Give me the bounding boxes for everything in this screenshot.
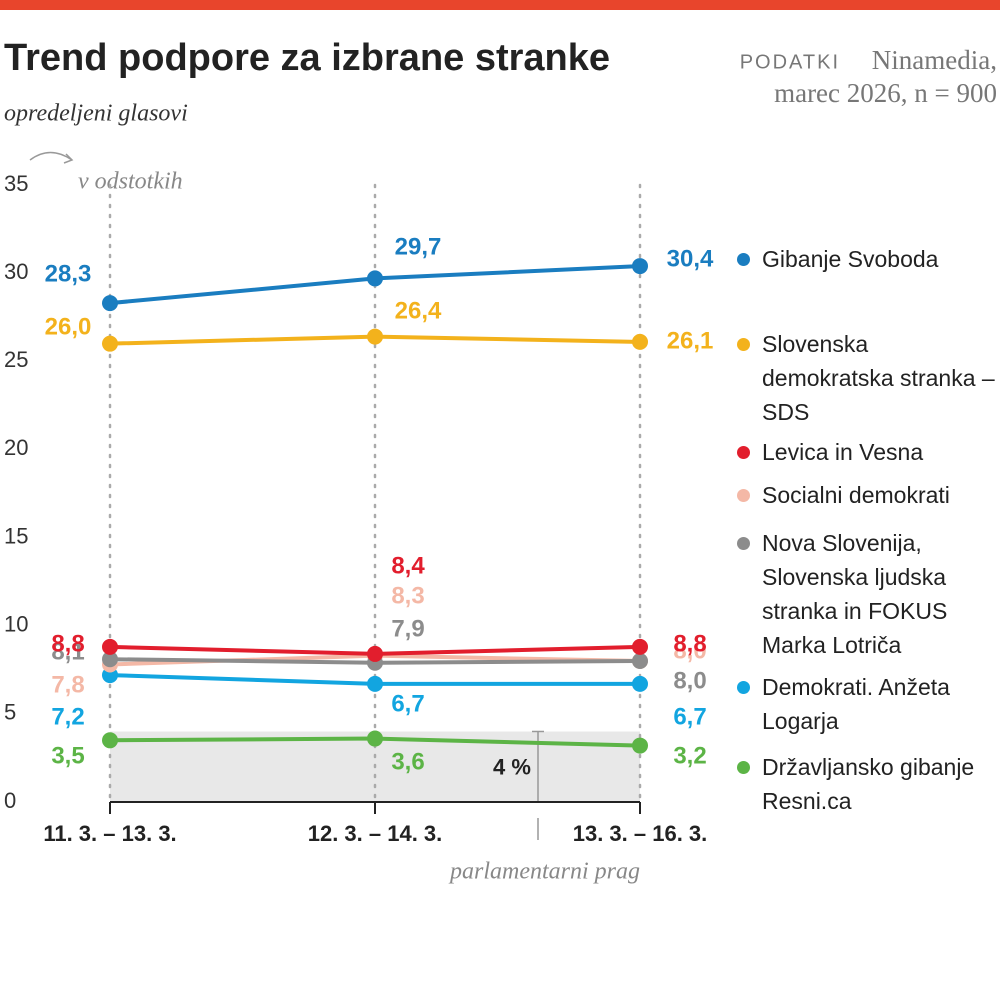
point: [367, 645, 383, 662]
value-label: 30,4: [667, 245, 714, 272]
top-bar: [0, 0, 1000, 10]
y-tick-label: 5: [4, 700, 16, 725]
y-tick-label: 15: [4, 523, 28, 548]
legend-label: Državljansko gibanje Resni.ca: [762, 754, 975, 814]
point: [102, 638, 118, 655]
x-tick-label: 11. 3. – 13. 3.: [43, 821, 176, 846]
value-label: 28,3: [45, 260, 92, 287]
unit-arrow: [29, 151, 73, 161]
value-label: 8,8: [51, 630, 84, 657]
point: [367, 675, 383, 692]
value-label: 8,4: [391, 552, 425, 579]
legend-swatch: [737, 446, 750, 459]
y-tick-label: 35: [4, 171, 28, 196]
value-label: 6,7: [673, 703, 706, 730]
y-tick-label: 0: [4, 788, 16, 813]
legend-entry: Državljansko gibanje Resni.ca: [737, 750, 997, 818]
value-label: 8,0: [673, 667, 706, 694]
value-label: 8,1: [51, 638, 84, 665]
legend-label: Nova Slovenija, Slovenska ljudska strank…: [762, 530, 948, 658]
y-tick-label: 20: [4, 435, 28, 460]
threshold-annotation: parlamentarni prag: [448, 859, 640, 885]
value-label: 3,2: [673, 742, 706, 769]
point: [632, 652, 648, 669]
legend-label: Gibanje Svoboda: [762, 246, 939, 272]
legend-label: Levica in Vesna: [762, 439, 924, 465]
threshold-label: 4 %: [493, 755, 531, 780]
legend-swatch: [737, 681, 750, 694]
value-label: 6,7: [391, 690, 424, 717]
point: [367, 730, 383, 747]
point: [102, 732, 118, 749]
value-label: 7,2: [51, 703, 84, 730]
legend-swatch: [737, 338, 750, 351]
value-label: 26,0: [45, 313, 92, 340]
value-label: 7,9: [391, 615, 424, 642]
legend-label: Demokrati. Anžeta Logarja: [762, 674, 950, 734]
y-tick-label: 10: [4, 612, 28, 637]
y-tick-label: 30: [4, 259, 28, 284]
point: [632, 333, 648, 350]
value-label: 7,8: [51, 671, 84, 698]
value-label: 3,5: [51, 742, 84, 769]
point: [102, 335, 118, 352]
legend-entry: Slovenska demokratska stranka – SDS: [737, 327, 997, 429]
point: [102, 295, 118, 312]
value-label: 26,1: [667, 327, 714, 354]
legend-swatch: [737, 761, 750, 774]
legend-entry: Socialni demokrati: [737, 478, 997, 512]
legend-entry: Nova Slovenija, Slovenska ljudska strank…: [737, 526, 997, 662]
point: [367, 270, 383, 287]
value-label: 26,4: [395, 297, 442, 324]
unit-label: v odstotkih: [78, 169, 183, 195]
point: [632, 258, 648, 275]
subtitle: opredeljeni glasovi: [4, 101, 188, 127]
point: [632, 737, 648, 754]
legend-label: Slovenska demokratska stranka – SDS: [762, 331, 995, 425]
point: [632, 675, 648, 692]
y-tick-label: 25: [4, 347, 28, 372]
point: [367, 328, 383, 345]
legend-entry: Demokrati. Anžeta Logarja: [737, 670, 997, 738]
legend-entry: Levica in Vesna: [737, 435, 997, 469]
point: [102, 651, 118, 668]
legend-swatch: [737, 537, 750, 550]
legend-swatch: [737, 489, 750, 502]
legend-entry: Gibanje Svoboda: [737, 242, 997, 276]
legend-swatch: [737, 253, 750, 266]
legend-label: Socialni demokrati: [762, 482, 950, 508]
value-label: 3,6: [391, 748, 424, 775]
x-tick-label: 13. 3. – 16. 3.: [573, 821, 708, 846]
value-label: 8,0: [673, 637, 706, 664]
source-label: PODATKI: [740, 51, 840, 73]
point: [632, 638, 648, 655]
value-label: 8,8: [673, 630, 706, 657]
source-detail: marec 2026, n = 900: [774, 78, 997, 108]
source: Ninamedia,: [872, 45, 997, 75]
unit-arrow-head: [63, 153, 74, 164]
chart-title: Trend podpore za izbrane stranke: [4, 37, 610, 79]
value-label: 8,3: [391, 582, 424, 609]
x-tick-label: 12. 3. – 14. 3.: [308, 821, 443, 846]
value-label: 29,7: [395, 233, 442, 260]
